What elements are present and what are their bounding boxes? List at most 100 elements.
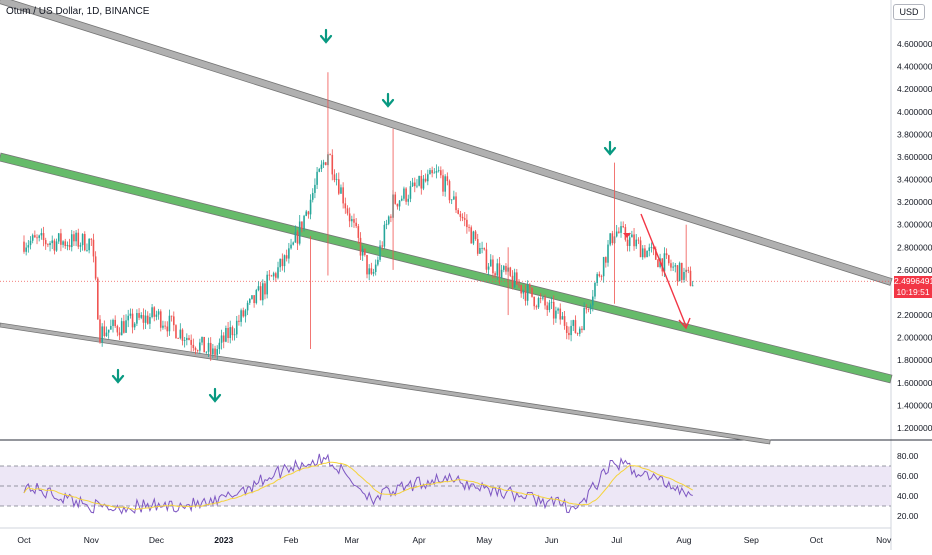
candle-body <box>75 232 77 242</box>
candle-body <box>481 247 483 249</box>
candle-body <box>639 240 642 258</box>
candle-body <box>225 327 227 342</box>
candle-body <box>214 348 216 355</box>
candle-body <box>86 250 88 252</box>
candle-body <box>427 174 429 182</box>
candle-body <box>615 231 618 237</box>
candle-body <box>288 248 290 259</box>
candle-body <box>437 170 440 172</box>
candle-body <box>431 170 433 174</box>
candle-body <box>203 336 205 353</box>
candle-body <box>496 263 499 276</box>
candle-body <box>600 276 603 277</box>
candle-body <box>542 297 544 299</box>
candle-body <box>598 274 601 277</box>
candle-body <box>290 244 292 249</box>
support-trend-line <box>0 152 893 384</box>
candle-body <box>118 332 121 336</box>
candle-body <box>64 241 67 247</box>
candle-body <box>246 302 249 311</box>
candle-body <box>385 223 388 225</box>
candle-body <box>455 196 457 211</box>
candle-body <box>314 184 316 193</box>
currency-badge[interactable]: USD <box>893 4 925 20</box>
candle-body <box>70 234 73 248</box>
candle-body <box>188 337 190 340</box>
candle-body <box>320 164 323 170</box>
candle-body <box>275 273 277 278</box>
candle-body <box>641 248 644 258</box>
candle-body <box>159 311 162 328</box>
candle-body <box>218 342 221 350</box>
price-axis-label: 2.8000000 <box>897 242 932 252</box>
candle-body <box>435 171 438 173</box>
candle-body <box>589 305 592 310</box>
candle-body <box>97 278 99 320</box>
candle-body <box>264 283 266 295</box>
candle-body <box>403 188 405 199</box>
candle-body <box>570 325 572 336</box>
time-axis-label: May <box>476 535 493 545</box>
candle-body <box>49 243 51 246</box>
candle-body <box>670 263 672 268</box>
candle-body <box>383 224 386 247</box>
candle-body <box>468 227 470 228</box>
candle-body <box>301 221 303 230</box>
price-axis-label: 2.6000000 <box>897 265 932 275</box>
candle-body <box>648 247 651 251</box>
candle-body <box>151 307 153 318</box>
candle-body <box>120 321 123 336</box>
candle-body <box>279 258 281 268</box>
candle-body <box>333 174 336 181</box>
marker-triangle-icon <box>623 233 631 238</box>
rsi-line <box>23 453 693 515</box>
candle-body <box>522 290 525 294</box>
rsi-axis-label: 20.00 <box>897 511 919 521</box>
candle-body <box>229 327 232 339</box>
candle-body <box>351 219 353 222</box>
time-axis-label: Mar <box>345 535 360 545</box>
candle-body <box>529 284 531 288</box>
candle-body <box>335 179 338 181</box>
candle-body <box>550 301 553 303</box>
candle-body <box>322 162 325 165</box>
price-axis-label: 3.8000000 <box>897 129 932 139</box>
candle-body <box>605 257 607 263</box>
candle-body <box>157 311 160 315</box>
candle-body <box>672 266 674 268</box>
candle-body <box>123 321 125 333</box>
candle-body <box>418 175 420 186</box>
rsi-ma-line <box>23 461 693 511</box>
candle-body <box>294 231 297 243</box>
candle-body <box>359 237 362 256</box>
candle-body <box>240 310 242 322</box>
candle-body <box>194 347 197 351</box>
bar-countdown: 10:19:51 <box>896 287 930 297</box>
candle-body <box>55 241 58 251</box>
down-arrow-icon <box>208 387 222 403</box>
candle-body <box>448 181 451 201</box>
candle-body <box>687 269 690 271</box>
candle-body <box>511 275 514 288</box>
candle-body <box>227 327 229 339</box>
candle-body <box>262 283 264 301</box>
candle-body <box>413 182 416 187</box>
candle-body <box>476 239 479 254</box>
price-axis-label: 1.4000000 <box>897 400 932 410</box>
price-axis-label: 1.6000000 <box>897 378 932 388</box>
candle-body <box>479 247 481 254</box>
candle-body <box>459 213 462 217</box>
candle-body <box>324 162 327 165</box>
candle-body <box>331 154 334 175</box>
down-arrow-icon <box>111 368 125 384</box>
candle-body <box>90 238 93 240</box>
candle-body <box>177 338 179 339</box>
candle-body <box>691 285 694 287</box>
candle-body <box>353 219 355 223</box>
last-price-tag: 2.4996491 10:19:51 <box>894 276 932 298</box>
candle-body <box>209 342 212 355</box>
candle-body <box>168 315 171 332</box>
candle-body <box>622 226 624 228</box>
candle-body <box>607 244 609 263</box>
